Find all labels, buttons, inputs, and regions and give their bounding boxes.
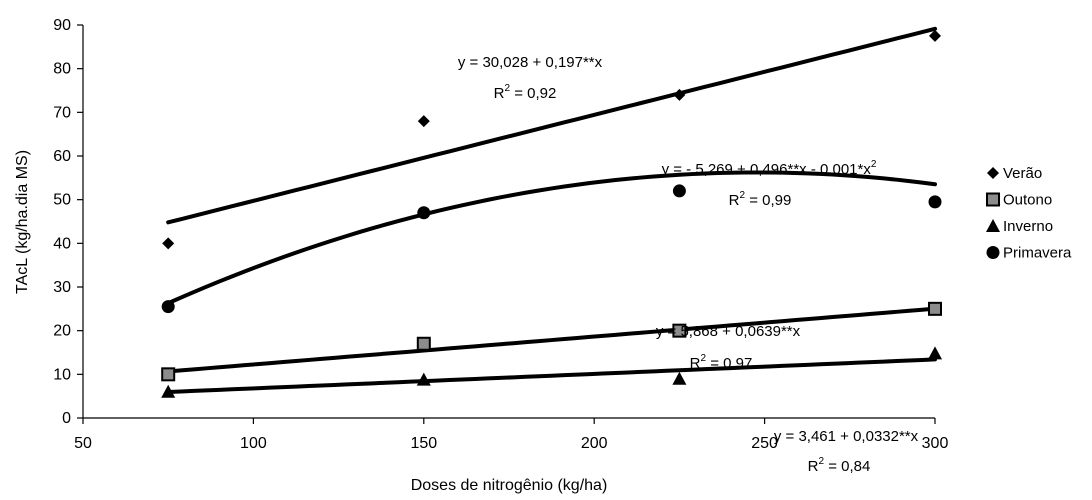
legend-label: Outono <box>1003 192 1052 209</box>
data-point-circle <box>928 195 942 209</box>
data-point-triangle <box>416 372 431 386</box>
equation-text: y = 30,028 + 0,197**x <box>458 54 603 71</box>
trend-line-square <box>166 306 937 374</box>
ticks: 0 10 20 30 40 50 60 70 80 90 50 100 150 200 250 300 <box>53 17 948 452</box>
x-tick-label: 300 <box>922 435 949 452</box>
legend-item: Verão <box>987 165 1042 182</box>
x-tick-label: 200 <box>581 435 608 452</box>
data-point-square <box>161 367 176 382</box>
legend-item: Primavera <box>986 245 1072 262</box>
equation-text: y = 3,461 + 0,0332**x <box>774 428 919 445</box>
data-point-square <box>672 323 687 338</box>
y-tick-label: 50 <box>53 192 71 209</box>
y-tick-label: 60 <box>53 148 71 165</box>
axes <box>82 25 935 419</box>
legend-label: Inverno <box>1003 218 1053 235</box>
legend-marker-diamond <box>987 167 999 179</box>
y-axis-title: TAcL (kg/ha.dia MS) <box>14 150 31 294</box>
r-squared-exponent: 2 <box>818 456 824 467</box>
x-tick-label: 150 <box>410 435 437 452</box>
data-point-circle <box>417 206 431 220</box>
r-squared-value: = 0,97 <box>706 355 752 372</box>
trend-line-triangle <box>166 357 937 395</box>
equation-text: y = 5,868 + 0,0639**x <box>656 323 801 340</box>
r-squared-value: = 0,99 <box>745 192 791 209</box>
y-tick-label: 10 <box>53 366 71 383</box>
y-tick-label: 30 <box>53 279 71 296</box>
equation-text: y = - 5,269 + 0,496**x - 0,001*x <box>662 161 872 178</box>
trend-equation: y = 5,868 + 0,0639**x <box>656 323 801 340</box>
legend-marker-circle <box>986 246 1000 259</box>
equation-superscript: 2 <box>871 159 877 170</box>
y-tick-label: 0 <box>62 410 71 427</box>
x-tick-label: 100 <box>240 435 267 452</box>
r-squared: R2 = 0,84 <box>808 456 871 475</box>
x-axis-title: Doses de nitrogênio (kg/ha) <box>411 477 608 494</box>
data-point-square <box>416 336 431 351</box>
r-squared-exponent: 2 <box>739 190 745 201</box>
y-tick-label: 70 <box>53 104 71 121</box>
data-point-triangle <box>672 371 687 385</box>
x-tick-label: 50 <box>74 435 92 452</box>
legend-marker-triangle <box>986 219 1000 232</box>
r-squared-exponent: 2 <box>504 83 510 94</box>
data-points <box>161 29 942 398</box>
y-tick-label: 40 <box>53 235 71 252</box>
y-tick-label: 80 <box>53 61 71 78</box>
r-squared-prefix: R <box>690 355 701 372</box>
data-point-triangle <box>161 384 176 398</box>
y-tick-label: 90 <box>53 17 71 34</box>
data-point-diamond <box>673 88 686 101</box>
data-point-circle <box>161 300 175 314</box>
r-squared: R2 = 0,99 <box>729 190 792 209</box>
data-point-square <box>928 301 942 316</box>
legend-item: Inverno <box>986 218 1053 235</box>
trend-lines <box>166 26 937 395</box>
trend-equation: y = 30,028 + 0,197**x <box>458 54 603 71</box>
data-point-circle <box>672 184 686 198</box>
r-squared-prefix: R <box>808 458 819 475</box>
legend: Verão Outono Inverno Primavera <box>986 165 1072 262</box>
y-tick-label: 20 <box>53 323 71 340</box>
trend-line-diamond <box>166 26 937 225</box>
legend-label: Primavera <box>1003 245 1072 262</box>
r-squared-value: = 0,92 <box>510 85 556 102</box>
legend-label: Verão <box>1003 165 1042 182</box>
r-squared: R2 = 0,97 <box>690 353 753 372</box>
legend-item: Outono <box>986 192 1052 209</box>
r-squared-prefix: R <box>729 192 740 209</box>
data-point-triangle <box>928 346 942 360</box>
x-tick-label: 250 <box>751 435 778 452</box>
r-squared-prefix: R <box>494 85 505 102</box>
trend-line-circle <box>166 170 937 306</box>
trend-equation: y = - 5,269 + 0,496**x - 0,001*x2 <box>662 159 877 178</box>
data-point-diamond <box>417 115 430 128</box>
data-point-diamond <box>929 29 941 42</box>
data-point-diamond <box>162 237 175 250</box>
trend-equations: y = 30,028 + 0,197**xR2 = 0,92y = 5,868 … <box>458 54 919 475</box>
legend-marker-square <box>986 192 1000 207</box>
r-squared-value: = 0,84 <box>824 458 870 475</box>
trend-equation: y = 3,461 + 0,0332**x <box>774 428 919 445</box>
r-squared-exponent: 2 <box>700 353 706 364</box>
r-squared: R2 = 0,92 <box>494 83 557 102</box>
